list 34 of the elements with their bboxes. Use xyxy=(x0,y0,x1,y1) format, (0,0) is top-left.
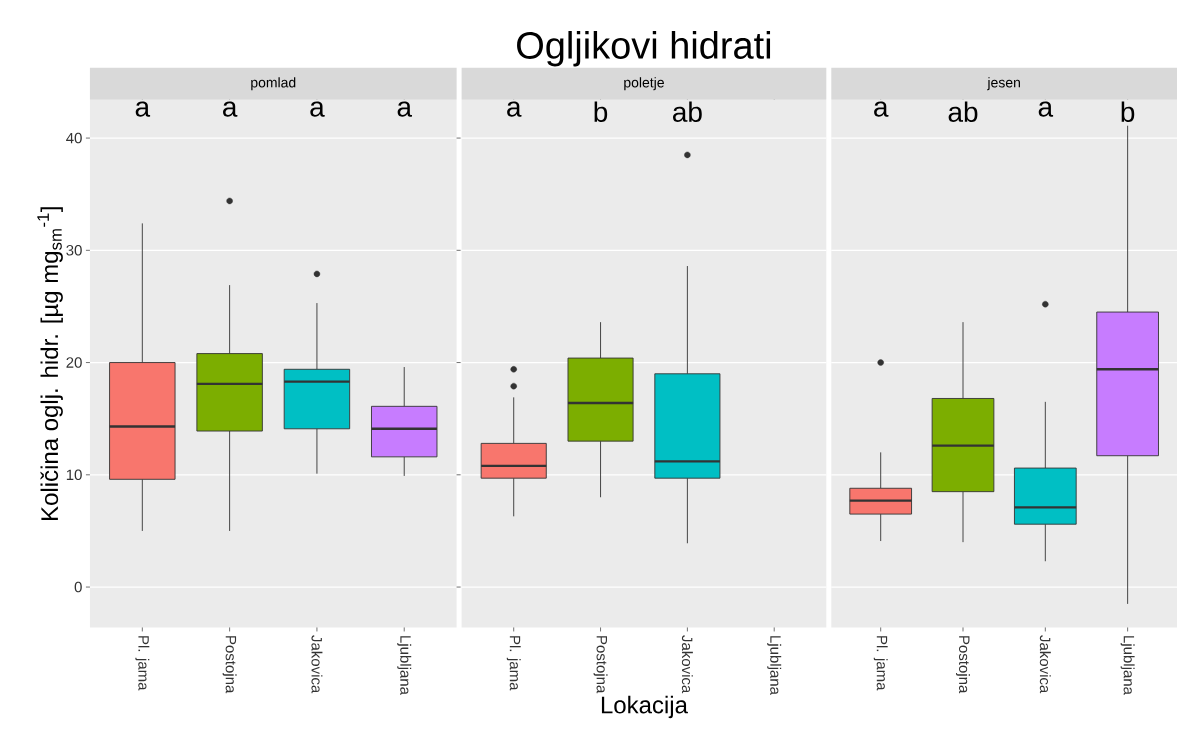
chart-subtitle: jesen xyxy=(987,77,1020,91)
chart-subtitle: poletje xyxy=(624,77,664,91)
annotation: a xyxy=(1038,101,1054,117)
annotation: a xyxy=(507,101,522,117)
x-tick-label: Pl. jama xyxy=(506,636,521,691)
x-tick-label: Jakovica xyxy=(311,635,323,694)
y-tick-label: 30 xyxy=(66,244,82,256)
annotation: a xyxy=(397,101,413,117)
x-tick-label: Jakovica xyxy=(1039,635,1051,694)
annotation: a xyxy=(310,101,325,117)
annotation: a xyxy=(135,101,151,117)
x-axis-title: Lokacija xyxy=(601,695,688,719)
x-tick-label: Ljubljana xyxy=(397,636,412,695)
y-tick-label: 40 xyxy=(66,132,82,144)
x-tick-label: Postojna xyxy=(956,636,970,694)
annotation: b xyxy=(1121,101,1135,122)
y-tick-label: 10 xyxy=(66,469,82,480)
x-tick-label: Pl. jama xyxy=(873,636,888,691)
x-tick-label: Postojna xyxy=(222,636,237,694)
y-tick-label: 0 xyxy=(74,581,82,593)
annotation: ab xyxy=(673,101,702,122)
annotation: a xyxy=(223,101,238,117)
chart-title: Ogljikovi hidrati xyxy=(517,30,771,67)
y-axis-title: Količina oglj. hidr. [µg mg$_{sm}$$^{-1}$] xyxy=(37,206,63,520)
x-tick-label: Pl. jama xyxy=(135,636,150,691)
x-tick-label: Jakovica xyxy=(681,635,693,694)
y-tick-label: 20 xyxy=(66,357,82,368)
annotation: b xyxy=(594,101,608,122)
annotation: a xyxy=(874,101,889,117)
x-tick-label: Postojna xyxy=(593,636,608,694)
x-tick-label: Ljubljana xyxy=(1120,636,1135,695)
annotation: ab xyxy=(948,101,978,122)
chart-subtitle: pomlad xyxy=(251,77,296,91)
x-tick-label: Ljubljana xyxy=(767,636,782,695)
